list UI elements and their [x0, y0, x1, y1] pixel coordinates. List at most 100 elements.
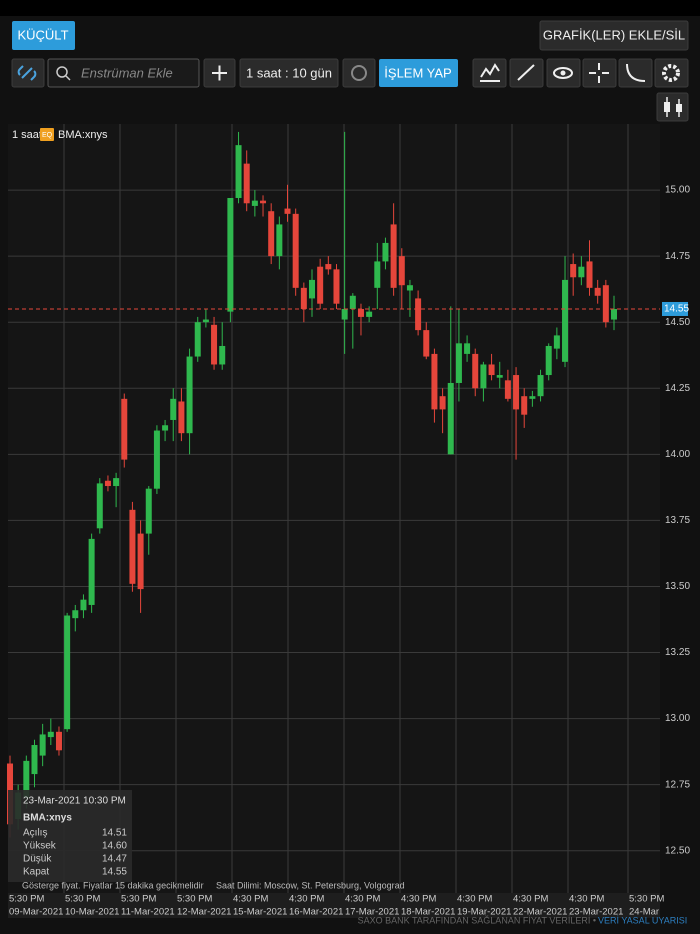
footer-timezone: Saat Dilimi: Moscow, St. Petersburg, Vol… — [216, 880, 405, 890]
collapse-label: KÜÇÜLT — [17, 27, 68, 42]
candle-body — [162, 425, 169, 431]
candle-body — [211, 324, 218, 365]
instrument-name: BMA:xnys — [58, 129, 108, 141]
candle-body — [570, 264, 577, 278]
candle-body — [309, 279, 315, 299]
plus-icon — [212, 65, 227, 81]
search-box[interactable] — [47, 58, 200, 88]
candle-body — [341, 308, 348, 320]
crosshair-button[interactable] — [582, 58, 617, 88]
tooltip-value: 14.55 — [102, 867, 127, 878]
footer-note: Gösterge fiyat. Fiyatlar 15 dakika gecik… — [22, 880, 204, 890]
x-tick-time: 4:30 PM — [513, 894, 548, 905]
last-price-box — [662, 301, 688, 316]
candle-body — [137, 533, 144, 590]
tooltip-value: 14.47 — [102, 854, 127, 865]
candle-body — [562, 279, 569, 362]
candle-body — [333, 269, 340, 304]
candle-body — [39, 734, 46, 756]
y-tick-label: 15.00 — [665, 185, 690, 196]
candle-body — [366, 311, 373, 317]
refresh-button[interactable] — [342, 58, 376, 88]
draw-icon — [517, 64, 535, 81]
y-tick-label: 13.00 — [665, 713, 690, 724]
x-tick-time: 4:30 PM — [457, 894, 492, 905]
chart-type-icon — [664, 102, 670, 112]
candle-body — [447, 382, 454, 455]
y-tick-label: 14.00 — [665, 449, 690, 460]
tooltip-label: Kapat — [23, 867, 49, 878]
candle-body — [537, 375, 544, 397]
search-icon — [65, 75, 71, 81]
tooltip-value: 14.60 — [102, 841, 127, 852]
y-tick-label: 12.50 — [665, 845, 690, 856]
candle-body — [504, 380, 511, 399]
candle-body — [227, 197, 234, 312]
candle-body — [472, 353, 479, 389]
candle-body — [104, 480, 111, 487]
x-tick-date: 12-Mar-2021 — [177, 907, 231, 918]
candle-body — [431, 353, 438, 410]
tooltip-label: Düşük — [23, 854, 52, 865]
interval-text: 1 saat — [12, 129, 42, 141]
candle-body — [72, 610, 79, 619]
candle-body — [349, 295, 356, 309]
curve-button[interactable] — [618, 58, 653, 88]
x-tick-date: 15-Mar-2021 — [233, 907, 287, 918]
candle-body — [268, 211, 275, 257]
candle-body — [55, 731, 62, 751]
crosshair-icon — [589, 63, 609, 83]
candle-body — [121, 398, 128, 460]
candle-body — [202, 319, 209, 323]
candle-body — [80, 599, 87, 611]
collapse-button[interactable] — [12, 21, 75, 50]
tooltip-rows: Açılış 14.51 Yüksek 14.60 Düşük 14.47 Kapat 14.… — [23, 828, 127, 878]
grid: 12.50 12.75 13.00 13.25 13.50 13.75 14.00 14.25… — [8, 124, 690, 918]
x-tick-date: 16-Mar-2021 — [289, 907, 343, 918]
x-tick-time: 5:30 PM — [177, 894, 212, 905]
y-tick-label: 13.75 — [665, 515, 690, 526]
candle-body — [602, 285, 609, 323]
last-price-label: 14.55 — [664, 304, 689, 315]
candle-body — [455, 343, 462, 383]
candle-body — [129, 509, 136, 584]
footer-disclaimer: VERİ YASAL UYARISI — [598, 915, 687, 925]
candle-body — [113, 478, 120, 487]
x-tick-date: 23-Mar-2021 — [569, 907, 623, 918]
candle-body — [186, 356, 193, 434]
charts-button[interactable] — [539, 20, 689, 51]
x-tick-time: 4:30 PM — [289, 894, 324, 905]
y-tick-label: 14.25 — [665, 383, 690, 394]
candle-body — [145, 488, 152, 534]
x-tick-date: 17-Mar-2021 — [345, 907, 399, 918]
candle-body — [251, 200, 258, 206]
candle-body — [96, 483, 103, 529]
candle-body — [464, 343, 471, 354]
interval-button[interactable] — [239, 58, 339, 88]
x-tick-time: 5:30 PM — [629, 894, 664, 905]
x-tick-date: 10-Mar-2021 — [65, 907, 119, 918]
candle-body — [406, 285, 413, 291]
candle-body — [260, 200, 267, 204]
y-tick-label: 14.75 — [665, 251, 690, 262]
candle-body — [235, 145, 242, 198]
candle-body — [488, 364, 495, 376]
x-tick-time: 5:30 PM — [9, 894, 44, 905]
chart-type-button[interactable] — [656, 92, 689, 122]
candle-body — [292, 213, 299, 288]
candle-body — [594, 287, 601, 296]
candle-body — [586, 261, 593, 288]
candle-body — [521, 396, 528, 415]
trade-button[interactable] — [379, 59, 458, 87]
tooltip-value: 14.51 — [102, 828, 127, 839]
candle-body — [317, 266, 324, 304]
x-tick-date: 18-Mar-2021 — [401, 907, 455, 918]
candle-body — [23, 760, 30, 798]
tooltip-time: 23-Mar-2021 10:30 PM — [23, 796, 126, 807]
y-tick-label: 14.50 — [665, 317, 690, 328]
settings-button[interactable] — [654, 58, 689, 88]
candle-body — [194, 322, 201, 357]
tooltip-label: Yüksek — [23, 841, 57, 852]
candle-body — [578, 266, 585, 278]
